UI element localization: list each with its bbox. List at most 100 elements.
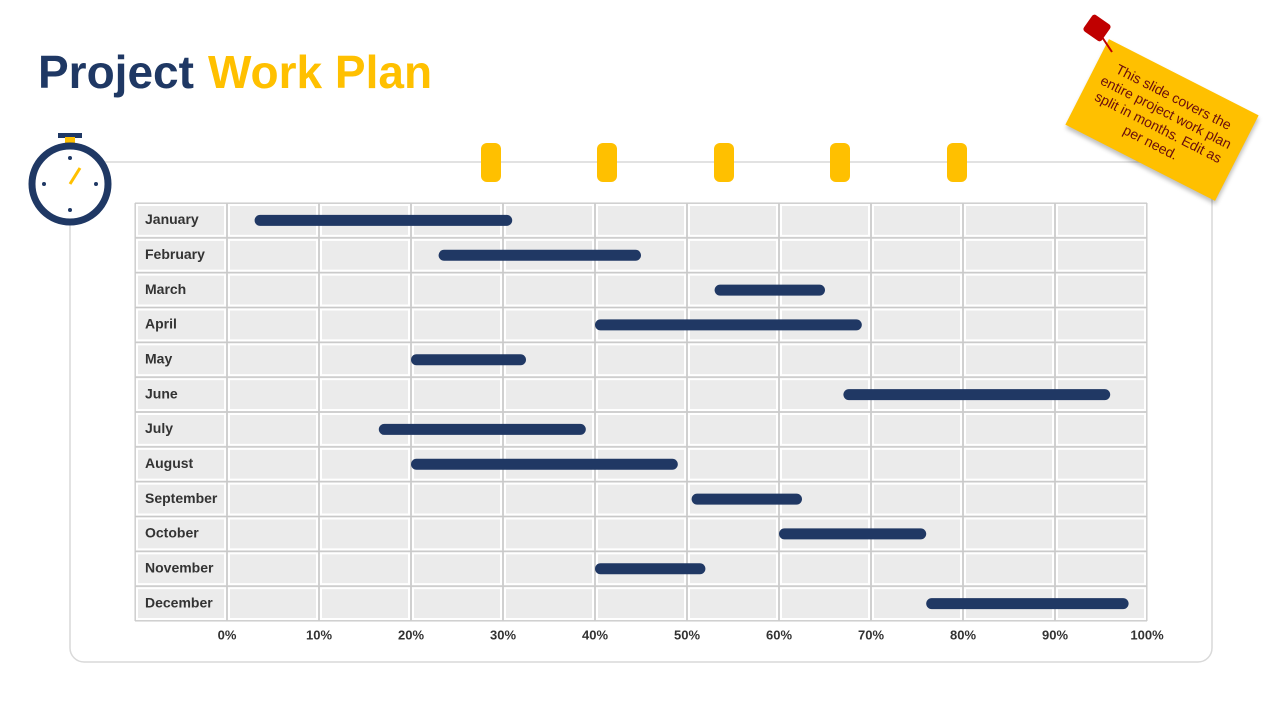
cell [1056,343,1146,377]
bar [411,458,678,470]
cell [228,517,318,551]
cell [596,238,686,272]
y-tick-label: December [145,594,213,610]
cell [412,517,502,551]
x-tick-label: 40% [582,627,608,642]
bar [595,563,706,575]
cell [1056,273,1146,307]
y-tick-label: September [145,490,218,506]
cell [136,343,226,377]
cell [504,552,594,586]
cell [596,413,686,446]
cell [596,204,686,237]
title-part: Project [38,46,194,98]
bar [843,389,1111,401]
cell [1056,482,1146,516]
cell [964,343,1054,377]
cell [320,447,410,481]
cell [688,204,778,237]
x-tick-label: 70% [858,627,884,642]
cell [228,552,318,586]
y-tick-label: May [145,350,172,366]
y-tick-label: July [145,420,173,436]
cell [136,378,226,411]
cell [688,413,778,446]
cell [1056,238,1146,272]
stopwatch [28,133,112,226]
cell [596,517,686,551]
title-part: Work Plan [208,46,432,98]
cell [228,378,318,411]
cell [780,204,870,237]
x-tick-label: 30% [490,627,516,642]
cell [964,273,1054,307]
bar [595,319,862,331]
cell [504,308,594,342]
cell [136,413,226,446]
cell [596,587,686,621]
cell [596,273,686,307]
cell [1056,552,1146,586]
bar [926,598,1129,610]
cell [412,587,502,621]
frame [69,161,1213,663]
bar [691,493,802,505]
cell [688,378,778,411]
x-tick-label: 20% [398,627,424,642]
cell [320,273,410,307]
cell [136,273,226,307]
cell [780,413,870,446]
cell [964,204,1054,237]
cell [228,273,318,307]
cell [320,343,410,377]
cell [136,482,226,516]
pin [1083,14,1113,53]
cell [228,413,318,446]
cell [412,378,502,411]
cell [596,378,686,411]
bar [714,284,825,296]
y-tick-label: February [145,246,205,262]
cell [872,273,962,307]
cell [964,447,1054,481]
cell [320,552,410,586]
cell [504,378,594,411]
cell [1056,308,1146,342]
cell [136,517,226,551]
cell [412,552,502,586]
cell [872,413,962,446]
y-tick-label: November [145,559,214,575]
cell [780,447,870,481]
y-tick-label: April [145,316,177,332]
cell [320,482,410,516]
cell [504,587,594,621]
cell [964,552,1054,586]
cell [136,238,226,272]
y-tick-label: March [145,281,186,297]
cell [136,552,226,586]
cell [320,378,410,411]
cell [872,447,962,481]
cell [964,517,1054,551]
cell [964,308,1054,342]
cell [872,343,962,377]
cell [412,308,502,342]
cell [964,238,1054,272]
bar [411,354,526,366]
cell [1056,413,1146,446]
cell [872,308,962,342]
cell [780,552,870,586]
y-tick-label: August [145,455,194,471]
title: Project Work Plan [38,46,432,98]
cell [412,482,502,516]
cell [872,238,962,272]
cell [688,517,778,551]
cell [780,343,870,377]
cell [872,204,962,237]
cell [136,587,226,621]
cell [596,482,686,516]
cell [1056,517,1146,551]
cell [136,308,226,342]
